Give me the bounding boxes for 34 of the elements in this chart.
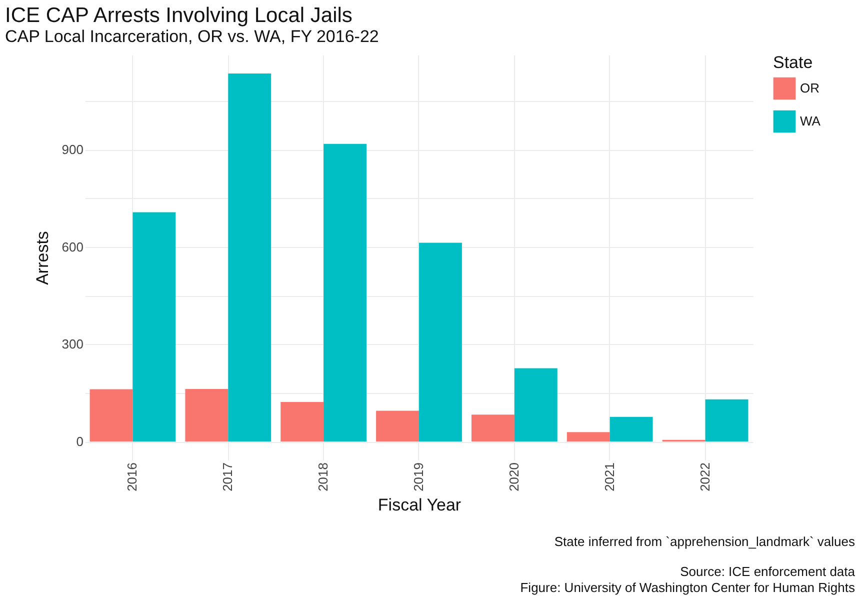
x-tick-label: 2017 <box>220 462 236 492</box>
y-tick-label: 300 <box>62 336 84 352</box>
x-tick-label: 2019 <box>411 462 426 492</box>
chart-subtitle: CAP Local Incarceration, OR vs. WA, FY 2016-22 <box>5 27 379 46</box>
y-axis-title: Arrests <box>32 231 52 285</box>
x-axis-title: Fiscal Year <box>378 495 462 514</box>
bar <box>471 414 514 442</box>
bar <box>132 212 176 442</box>
x-tick-label: 2016 <box>124 462 140 492</box>
legend-label: OR <box>800 80 820 96</box>
text: State inferred from `apprehension_landmark` values <box>553 534 855 550</box>
bar <box>610 416 653 442</box>
x-tick-label: 2018 <box>316 462 331 492</box>
x-tick-label: 2020 <box>506 462 522 492</box>
legend-title: State <box>773 53 813 72</box>
x-tick-label: 2021 <box>602 462 617 492</box>
source-note: Source: ICE enforcement data <box>679 564 855 580</box>
bar <box>185 388 228 442</box>
bar <box>419 242 462 442</box>
bar <box>90 389 133 442</box>
bar <box>280 402 324 442</box>
y-tick-label: 600 <box>62 239 84 254</box>
y-tick-label: 900 <box>62 142 84 158</box>
x-tick-label: 2022 <box>697 462 712 492</box>
bar <box>705 399 748 442</box>
bar <box>228 73 272 442</box>
chart-title: ICE CAP Arrests Involving Local Jails <box>5 4 352 27</box>
bar <box>566 432 610 442</box>
bar <box>324 144 367 442</box>
text: Figure: University of Washington Center for Human Rights <box>519 580 855 596</box>
bar <box>376 410 419 442</box>
y-tick-label: 0 <box>76 434 84 450</box>
legend-label: WA <box>800 114 821 128</box>
bar <box>514 368 558 442</box>
